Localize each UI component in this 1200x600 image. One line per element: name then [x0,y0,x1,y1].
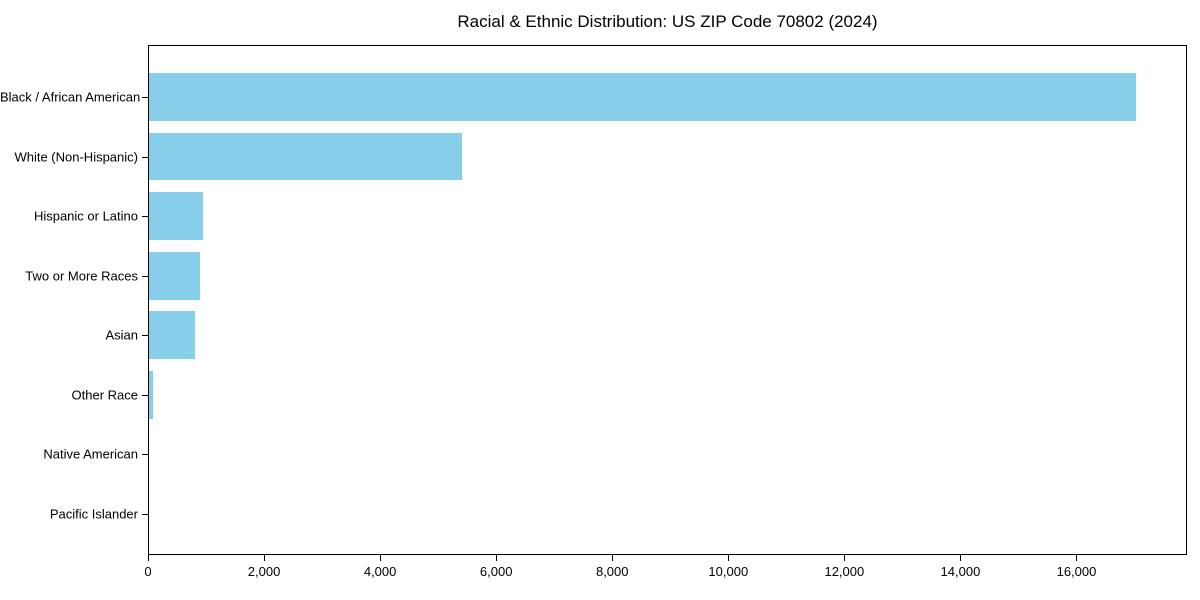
x-tick-mark [728,555,730,561]
x-tick-mark [960,555,962,561]
x-tick-label: 4,000 [363,564,397,579]
y-tick-mark [142,454,148,456]
x-tick-label: 16,000 [1056,564,1097,579]
y-tick-label: Pacific Islander [49,506,138,522]
x-tick-label: 0 [144,564,152,579]
plot-area [148,45,1187,555]
y-tick-mark [142,335,148,337]
y-tick-label: Black / African American [0,89,141,105]
bar-black-african-american [149,73,1136,121]
bar-two-or-more-races [149,251,201,300]
bar-other-race [149,371,154,419]
y-tick-label: White (Non-Hispanic) [14,149,138,165]
y-tick-label: Hispanic or Latino [33,208,138,224]
y-tick-mark [142,216,148,218]
x-tick-mark [844,555,846,561]
x-tick-label: 6,000 [479,564,513,579]
y-tick-label: Two or More Races [25,268,138,284]
x-tick-label: 2,000 [247,564,281,579]
y-tick-label: Other Race [71,387,138,403]
x-tick-label: 14,000 [940,564,981,579]
x-tick-mark [496,555,498,561]
y-tick-mark [142,394,148,396]
bar-asian [149,311,195,360]
bar-hispanic-or-latino [149,192,203,240]
y-tick-mark [142,275,148,277]
y-tick-label: Asian [105,327,138,343]
x-tick-label: 8,000 [595,564,629,579]
y-tick-mark [142,513,148,515]
x-tick-mark [148,555,149,561]
x-tick-label: 10,000 [708,564,749,579]
x-tick-mark [1076,555,1078,561]
y-tick-mark [142,156,148,158]
x-tick-mark [264,555,266,561]
x-tick-label: 12,000 [824,564,865,579]
y-tick-mark [142,97,148,98]
x-tick-mark [612,555,614,561]
chart-title: Racial & Ethnic Distribution: US ZIP Cod… [457,12,878,31]
bar-white-non-hispanic [149,132,463,181]
x-tick-mark [380,555,382,561]
y-tick-label: Native American [43,446,138,462]
